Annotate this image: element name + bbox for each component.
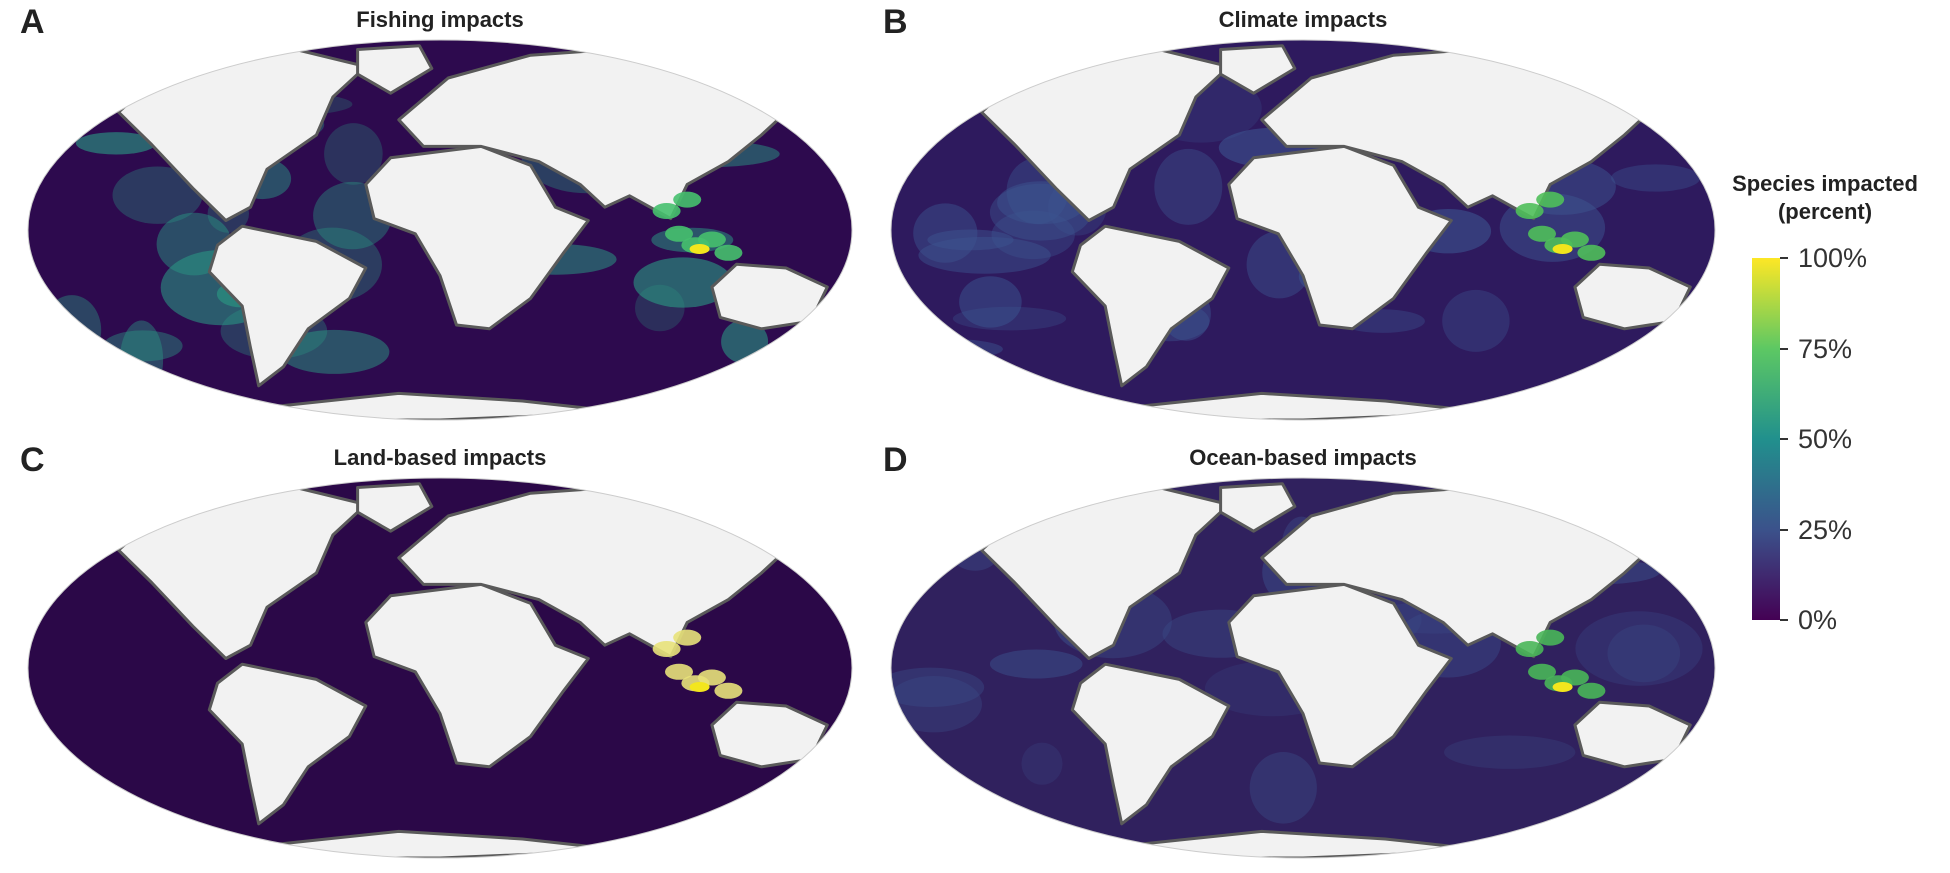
greenland-landmass [356, 44, 434, 95]
legend-tick-label: 100% [1798, 243, 1868, 273]
map-outline [27, 477, 853, 859]
south-america-landmass [1070, 224, 1231, 388]
legend-title-line2: (percent) [1777, 199, 1873, 224]
legend-tick [1780, 347, 1788, 350]
australia-landmass [1573, 262, 1692, 331]
panel-title: Climate impacts [1218, 7, 1388, 32]
greenland-landmass [356, 482, 434, 533]
south-america-landmass [207, 662, 368, 826]
legend-tick [1780, 619, 1788, 621]
legend-title-line1: Species impacted [1732, 171, 1918, 196]
australia-landmass [1573, 700, 1692, 769]
legend-tick-label: 25% [1798, 514, 1853, 545]
panel-letter: B [883, 3, 908, 41]
coastal-hotspots [1515, 629, 1606, 699]
world-map [27, 477, 853, 859]
legend-tick-label: 50% [1798, 424, 1853, 454]
greenland-landmass [1219, 44, 1297, 95]
map-panel-a: A Fishing impacts [20, 5, 860, 435]
africa-landmass [364, 144, 590, 331]
africa-landmass [1227, 582, 1453, 769]
australia-landmass [710, 262, 829, 331]
australia-landmass [710, 700, 829, 769]
panel-letter: C [20, 441, 45, 479]
map-outline [890, 477, 1716, 859]
legend-tick [1780, 528, 1788, 531]
coastal-hotspots [652, 191, 743, 261]
map-panel-b: B Climate impacts [883, 5, 1723, 435]
world-map [890, 39, 1716, 421]
colorbar [1752, 258, 1780, 620]
legend-tick-label: 0% [1798, 605, 1838, 635]
map-outline [27, 39, 853, 421]
map-outline [890, 39, 1716, 421]
legend-tick [1780, 438, 1788, 440]
africa-landmass [364, 582, 590, 769]
legend-tick [1780, 257, 1788, 259]
legend-tick-label: 75% [1798, 333, 1853, 364]
greenland-landmass [1219, 482, 1297, 533]
coastal-hotspots [1515, 191, 1606, 261]
coastal-hotspots [652, 629, 743, 699]
map-panel-c: C Land-based impacts [20, 443, 860, 873]
south-america-landmass [207, 224, 368, 388]
panel-title: Land-based impacts [333, 445, 547, 470]
panel-title: Ocean-based impacts [1189, 445, 1417, 470]
world-map [890, 477, 1716, 859]
panel-letter: A [20, 3, 45, 41]
world-map [27, 39, 853, 421]
panel-letter: D [883, 441, 908, 479]
colorbar-legend: Species impacted (percent) 100% 75% 50% 25%… [1700, 170, 1950, 650]
panel-title: Fishing impacts [356, 7, 524, 32]
south-america-landmass [1070, 662, 1231, 826]
map-panel-d: D Ocean-based impacts [883, 443, 1723, 873]
legend-title: Species impacted (percent) [1700, 170, 1950, 226]
africa-landmass [1227, 144, 1453, 331]
